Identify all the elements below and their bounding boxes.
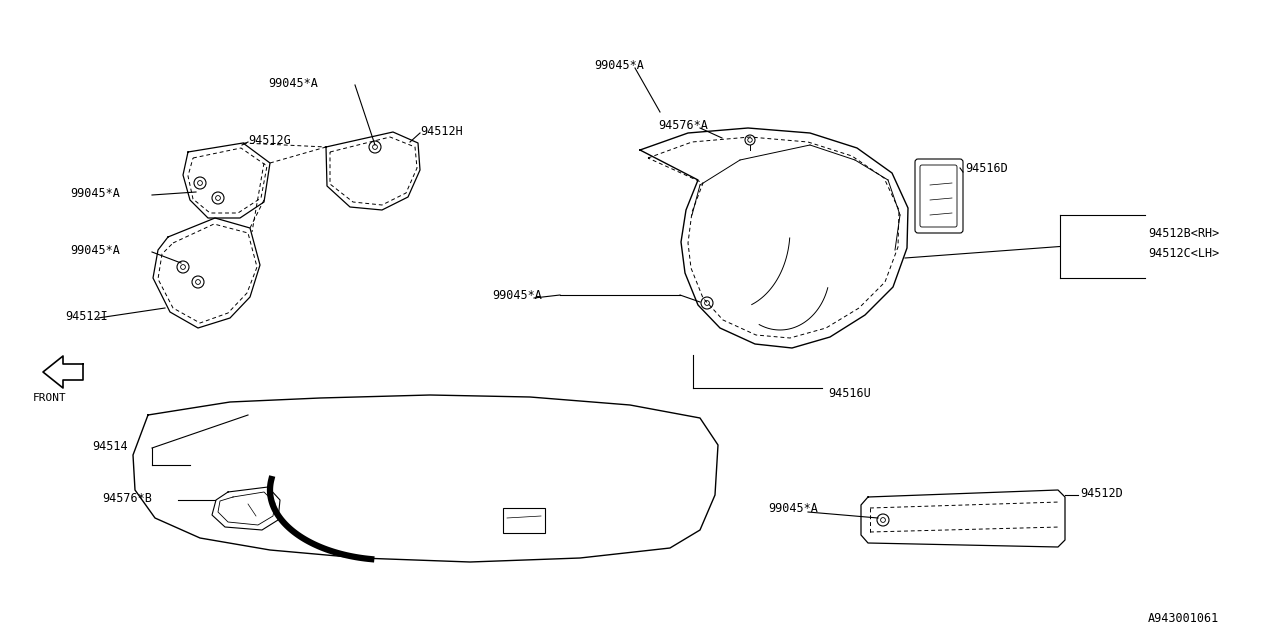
Text: FRONT: FRONT — [33, 393, 67, 403]
Text: A943001061: A943001061 — [1148, 611, 1220, 625]
Text: 99045*A: 99045*A — [70, 186, 120, 200]
Text: 99045*A: 99045*A — [492, 289, 541, 301]
Text: 99045*A: 99045*A — [268, 77, 317, 90]
Text: 94516U: 94516U — [828, 387, 870, 399]
Text: 94512D: 94512D — [1080, 486, 1123, 499]
Text: 94512H: 94512H — [420, 125, 463, 138]
Text: 94576*A: 94576*A — [658, 118, 708, 131]
Text: 94576*B: 94576*B — [102, 492, 152, 504]
Text: 99045*A: 99045*A — [768, 502, 818, 515]
Bar — [503, 508, 545, 533]
Text: 94512C<LH>: 94512C<LH> — [1148, 246, 1220, 259]
Text: 94512G: 94512G — [248, 134, 291, 147]
Text: 94512I: 94512I — [65, 310, 108, 323]
Text: 94516D: 94516D — [965, 161, 1007, 175]
Text: 99045*A: 99045*A — [70, 243, 120, 257]
Text: 99045*A: 99045*A — [594, 58, 644, 72]
Text: 94514: 94514 — [92, 440, 128, 452]
Text: 94512B<RH>: 94512B<RH> — [1148, 227, 1220, 239]
